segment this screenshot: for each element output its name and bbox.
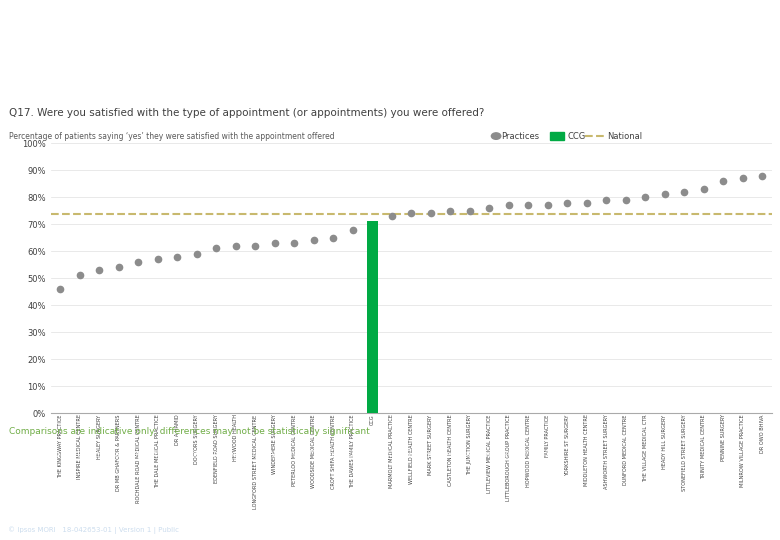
Text: Q17. Were you satisfied with the type of appointment (or appointments) you were : Q17. Were you satisfied with the type of… bbox=[9, 109, 484, 118]
Text: Social Research Institute: Social Research Institute bbox=[8, 503, 112, 512]
Text: Percentage of patients saying ‘yes’ they were satisfied with the appointment off: Percentage of patients saying ‘yes’ they… bbox=[9, 132, 335, 140]
Bar bbox=[367, 221, 378, 413]
Text: Practices: Practices bbox=[501, 132, 539, 140]
Text: Comparisons are indicative only: differences may not be statistically significan: Comparisons are indicative only: differe… bbox=[9, 428, 370, 436]
Text: Base: All who tried to make an appointment since being registered: National (711: Base: All who tried to make an appointme… bbox=[8, 450, 558, 460]
Text: Satisfaction with appointment offered:: Satisfaction with appointment offered: bbox=[9, 24, 392, 42]
Text: CCG: CCG bbox=[567, 132, 585, 140]
Text: © Ipsos MORI   18-042653-01 | Version 1 | Public: © Ipsos MORI 18-042653-01 | Version 1 | … bbox=[8, 526, 179, 535]
Text: National: National bbox=[608, 132, 643, 140]
Text: 27: 27 bbox=[379, 489, 401, 507]
Text: how the CCG’s practices compare: how the CCG’s practices compare bbox=[9, 60, 338, 78]
Text: Ipsos MORI: Ipsos MORI bbox=[8, 482, 69, 492]
